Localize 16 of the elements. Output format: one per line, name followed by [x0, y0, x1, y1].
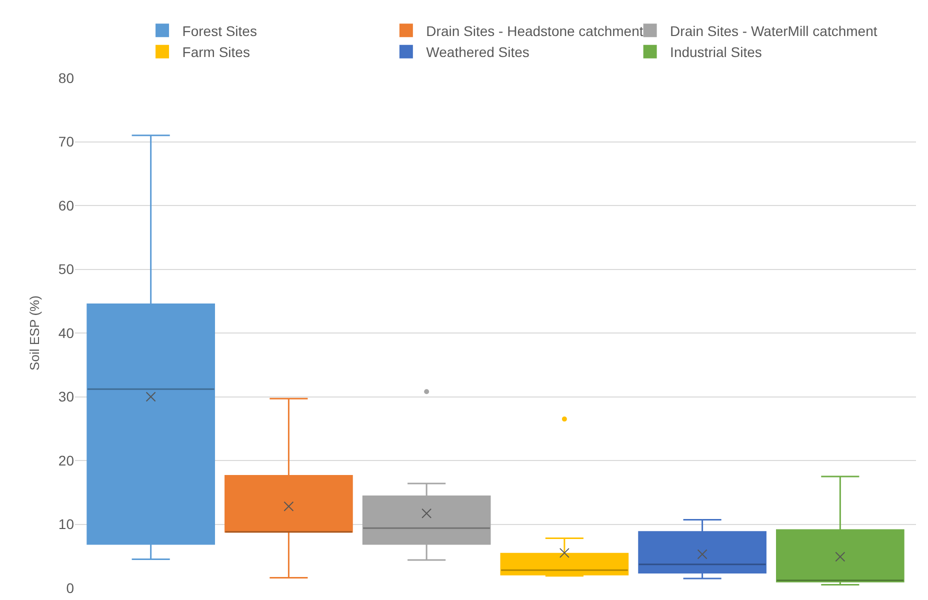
y-axis-title: Soil ESP (%) [27, 296, 42, 370]
y-tick-label: 30 [58, 388, 74, 405]
y-tick-label: 50 [58, 261, 74, 278]
legend-label: Industrial Sites [670, 44, 762, 60]
legend-label: Forest Sites [182, 22, 257, 39]
y-tick-label: 60 [58, 197, 74, 214]
y-tick-label: 80 [58, 70, 74, 86]
y-tick-label: 20 [58, 452, 74, 468]
y-tick-label: 10 [58, 516, 74, 532]
y-tick-label: 40 [58, 324, 74, 341]
legend-label: Farm Sites [182, 44, 250, 60]
y-tick-label: 70 [58, 134, 74, 150]
legend-label: Drain Sites - WaterMill catchment [670, 22, 878, 39]
legend-label: Weathered Sites [426, 44, 530, 60]
legend-label: Drain Sites - Headstone catchment [426, 22, 644, 39]
y-tick-label: 0 [66, 580, 74, 596]
